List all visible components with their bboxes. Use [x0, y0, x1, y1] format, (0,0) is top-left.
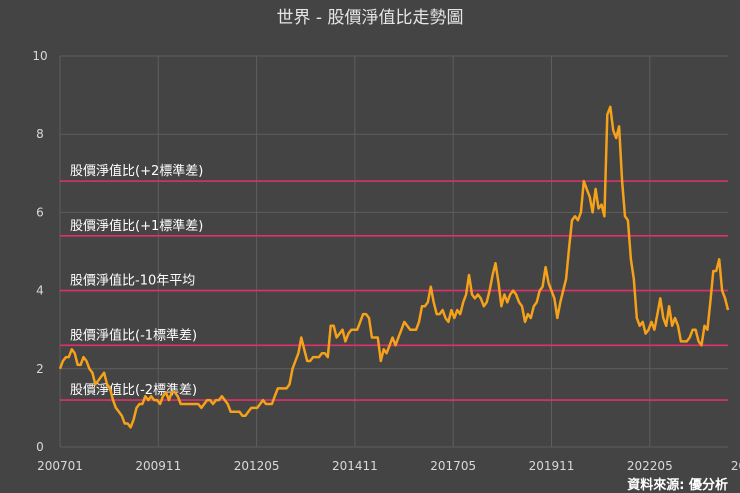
- y-tick-label: 8: [36, 127, 44, 141]
- reference-label: 股價淨值比-10年平均: [70, 273, 195, 289]
- x-tick-label: 202...: [731, 459, 740, 473]
- y-tick-label: 6: [36, 205, 44, 219]
- series-line: [58, 105, 730, 429]
- x-tick-label: 202205: [627, 459, 673, 473]
- x-tick-label: 201411: [332, 459, 378, 473]
- y-tick-label: 0: [36, 440, 44, 454]
- chart-title: 世界 - 股價淨值比走勢圖: [277, 8, 464, 28]
- reference-label: 股價淨值比(-1標準差): [70, 327, 197, 343]
- reference-label: 股價淨值比(+1標準差): [70, 218, 203, 234]
- reference-label: 股價淨值比(+2標準差): [70, 163, 203, 179]
- reference-lines: 股價淨值比(+2標準差) 股價淨值比(+1標準差) 股價淨值比-10年平均股價淨值比…: [60, 163, 728, 401]
- x-tick-label: 201705: [430, 459, 476, 473]
- x-axis: 200701 200911 201205 201411 201705 201911 2022…: [37, 459, 740, 473]
- y-tick-label: 2: [36, 362, 44, 376]
- x-tick-label: 201911: [529, 459, 575, 473]
- y-tick-label: 10: [32, 49, 47, 63]
- source-label: 資料來源: 優分析: [627, 477, 728, 493]
- y-tick-label: 4: [36, 284, 44, 298]
- x-tick-label: 200701: [37, 459, 83, 473]
- x-tick-label: 201205: [234, 459, 280, 473]
- y-axis: 0 2 4 6 8 10: [32, 49, 47, 454]
- x-tick-label: 200911: [135, 459, 181, 473]
